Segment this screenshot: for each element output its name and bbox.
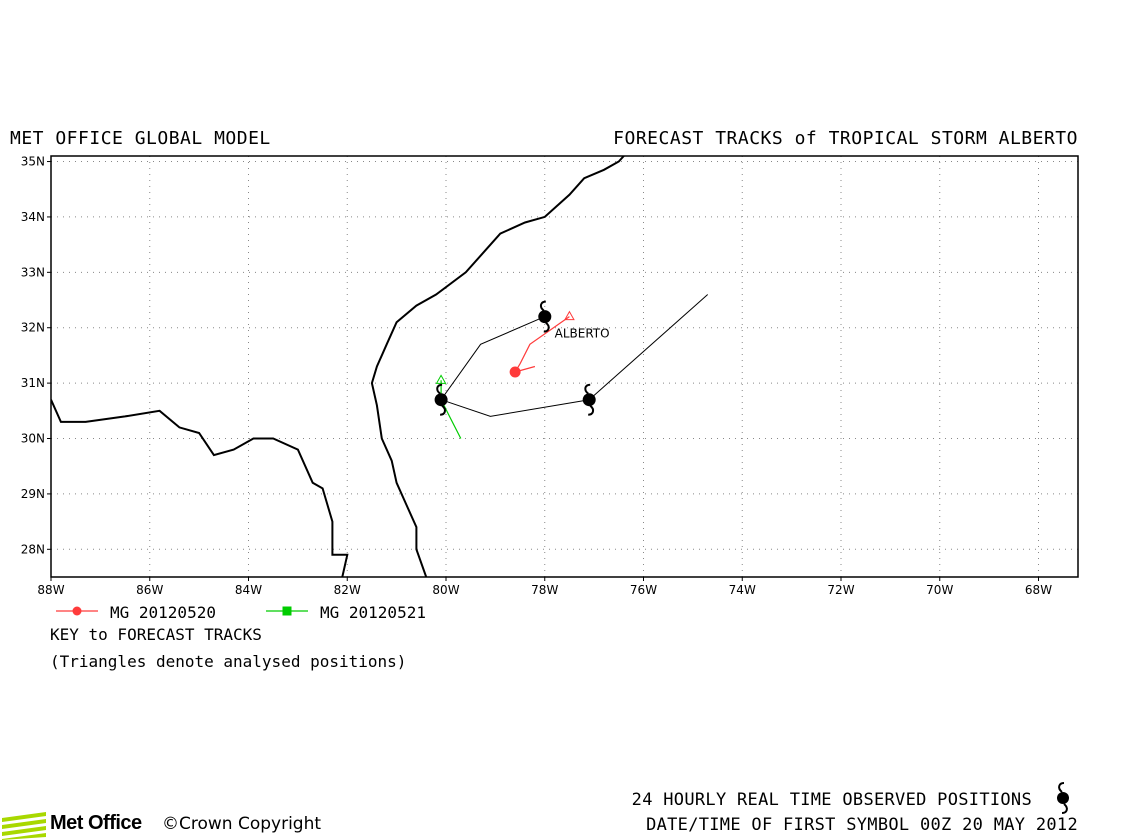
observed-position-symbol-icon xyxy=(1057,782,1069,814)
legend-symbol-series-2 xyxy=(266,606,308,616)
observed-position-dot xyxy=(434,393,448,407)
observed-position-dot xyxy=(582,393,596,407)
observed-position-hook xyxy=(588,404,595,416)
observed-position-symbol xyxy=(434,383,448,416)
coastline-atlantic xyxy=(370,156,626,577)
lat-tick-label: 32N xyxy=(21,321,45,335)
observed-position-symbol xyxy=(582,383,596,416)
lon-tick-label: 68W xyxy=(1025,583,1052,597)
legend-note: (Triangles denote analysed positions) xyxy=(50,652,407,671)
map-frame xyxy=(50,155,1079,578)
legend-label-series-2: MG 20120521 xyxy=(320,603,426,622)
observed-position-symbol xyxy=(538,300,552,333)
storm-name-label: ALBERTO xyxy=(555,326,610,340)
forecast-track-line-2 xyxy=(440,380,462,439)
legend-symbol-series-1 xyxy=(56,606,98,616)
axis-labels: 88W 86W 84W 82W 80W 78W 76W 74W 72W 70W 68W 28N 29N 3… xyxy=(21,155,1052,597)
model-title: MET OFFICE GLOBAL MODEL xyxy=(10,128,271,149)
graticule xyxy=(51,156,1078,577)
legend-label-series-1: MG 20120520 xyxy=(110,603,216,622)
lat-tick-label: 34N xyxy=(21,210,45,224)
legend-key-title: KEY to FORECAST TRACKS xyxy=(50,625,262,644)
lon-tick-label: 78W xyxy=(531,583,558,597)
observed-position-hook xyxy=(543,321,550,333)
coastline xyxy=(51,156,626,577)
observed-position-hook xyxy=(584,383,591,395)
first-symbol-datetime: DATE/TIME OF FIRST SYMBOL 00Z 20 MAY 201… xyxy=(646,815,1078,835)
lat-tick-label: 33N xyxy=(21,265,45,279)
map-title: FORECAST TRACKS of TROPICAL STORM ALBERT… xyxy=(613,128,1078,149)
lat-tick-label: 35N xyxy=(21,155,45,169)
lat-tick-label: 30N xyxy=(21,432,45,446)
met-office-logo-text: Met Office xyxy=(50,812,142,834)
lon-tick-label: 88W xyxy=(37,583,64,597)
observed-position-hook xyxy=(539,300,546,312)
forecast-track-line-1 xyxy=(513,316,570,373)
lon-tick-label: 72W xyxy=(827,583,854,597)
lon-tick-label: 76W xyxy=(630,583,657,597)
lat-tick-label: 28N xyxy=(21,542,45,556)
copyright-notice: ©Crown Copyright xyxy=(162,814,322,834)
observed-track-line xyxy=(588,294,709,401)
coastline-gulf xyxy=(51,399,349,577)
analysed-position-triangle xyxy=(564,310,575,321)
lon-tick-label: 82W xyxy=(334,583,361,597)
lon-tick-label: 74W xyxy=(729,583,756,597)
observed-position-hook xyxy=(436,383,443,395)
analysed-position-triangle xyxy=(435,374,447,384)
observed-track-line xyxy=(440,399,590,417)
forecast-marker-circle xyxy=(509,366,521,378)
lat-tick-label: 29N xyxy=(21,487,45,501)
lon-tick-label: 70W xyxy=(926,583,953,597)
lon-tick-label: 86W xyxy=(136,583,163,597)
storm-tracks xyxy=(434,294,709,439)
observed-positions-note: 24 HOURLY REAL TIME OBSERVED POSITIONS xyxy=(631,790,1032,810)
observed-position-hook xyxy=(439,404,446,416)
lat-tick-label: 31N xyxy=(21,376,45,390)
met-office-logo-icon xyxy=(2,812,46,840)
observed-position-dot xyxy=(538,310,552,324)
lon-tick-label: 84W xyxy=(235,583,262,597)
observed-track-line xyxy=(440,316,545,400)
lon-tick-label: 80W xyxy=(432,583,459,597)
